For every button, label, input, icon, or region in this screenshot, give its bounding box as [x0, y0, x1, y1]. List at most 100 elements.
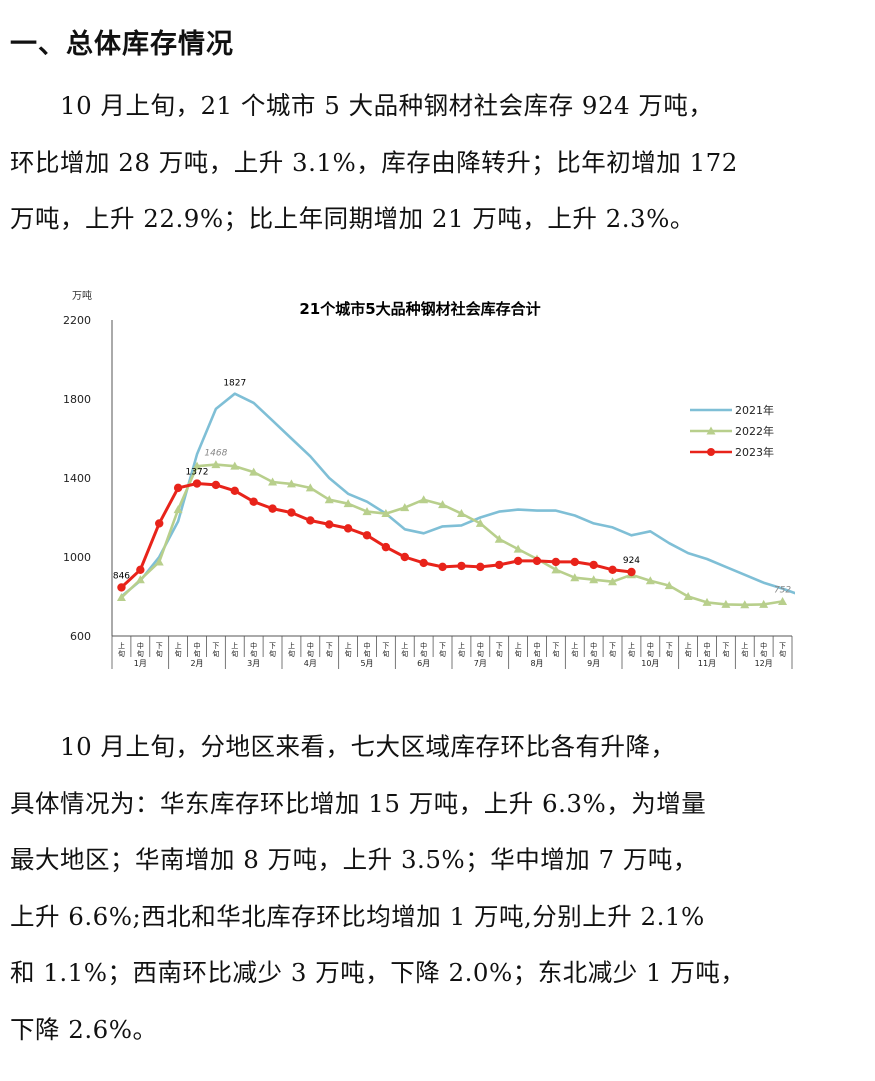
data-point: [683, 592, 693, 600]
data-point: [249, 497, 258, 506]
legend-marker: [707, 448, 715, 456]
data-point: [154, 557, 164, 566]
data-point: [457, 561, 466, 571]
x-month-label: 6月: [417, 659, 430, 668]
data-point: [589, 575, 599, 584]
data-point: [230, 486, 239, 496]
data-point: [589, 560, 598, 570]
x-tick-label: 下旬: [382, 642, 389, 658]
x-month-label: 4月: [304, 659, 317, 668]
data-point: [362, 531, 372, 540]
data-point: [362, 507, 372, 516]
legend-label: 2021年: [735, 403, 774, 417]
data-point: [627, 567, 636, 577]
x-month-label: 8月: [530, 659, 543, 668]
section-title: 一、总体库存情况: [10, 29, 234, 60]
data-point: [173, 505, 183, 514]
x-tick-label: 下旬: [326, 642, 333, 658]
para-line: 下降 2.6%。: [10, 1014, 158, 1044]
x-tick-label: 上旬: [288, 641, 295, 658]
data-point: [173, 483, 183, 493]
data-label: 846: [113, 571, 130, 581]
x-tick-label: 上旬: [628, 641, 635, 658]
legend-marker: [706, 426, 716, 435]
data-point: [551, 565, 561, 574]
data-point: [645, 576, 655, 585]
y-axis-unit: 万吨: [72, 289, 92, 302]
x-tick-label: 下旬: [666, 642, 673, 658]
x-tick-label: 中旬: [137, 641, 144, 658]
inventory-line-chart: 21个城市5大品种钢材社会库存合计 万吨 600 1000 1400 1800 2200 上旬…: [63, 289, 795, 669]
x-month-label: 10月: [641, 659, 659, 668]
data-point: [664, 581, 674, 590]
data-label: 752: [774, 585, 791, 595]
data-point: [513, 544, 523, 553]
x-tick-label: 中旬: [194, 641, 201, 658]
data-point: [570, 573, 580, 582]
data-point: [306, 516, 315, 525]
x-month-label: 12月: [755, 659, 773, 668]
data-point: [495, 560, 504, 570]
para-line: 万吨，上升 22.9%；比上年同期增加 21 万吨，上升 2.3%。: [10, 204, 695, 233]
para-line: 最大地区；华南增加 8 万吨，上升 3.5%；华中增加 7 万吨，: [10, 845, 698, 874]
y-tick-label: 1000: [63, 551, 91, 564]
x-tick-label: 下旬: [779, 642, 786, 658]
x-month-label: 1月: [134, 659, 147, 668]
para-line: 和 1.1%；西南环比减少 3 万吨，下降 2.0%；东北减少 1 万吨，: [10, 958, 746, 987]
x-tick-label: 下旬: [722, 642, 729, 658]
x-tick-label: 上旬: [741, 641, 748, 658]
data-point: [740, 600, 750, 609]
series-line-2023年: [120, 482, 632, 589]
x-tick-label: 中旬: [307, 641, 314, 658]
para-line: 环比增加 28 万吨，上升 3.1%，库存由降转升；比年初增加 172: [10, 147, 738, 177]
x-month-label: 5月: [360, 659, 373, 668]
y-tick-label: 1400: [63, 472, 91, 485]
para-line: 10 月上旬，21 个城市 5 大品种钢材社会库存 924 万吨，: [60, 91, 714, 120]
data-point: [305, 483, 315, 492]
data-point: [494, 534, 504, 543]
data-point: [475, 518, 485, 527]
x-tick-label: 下旬: [609, 642, 616, 658]
x-tick-label: 下旬: [156, 642, 163, 658]
x-month-label: 2月: [190, 659, 203, 668]
data-point: [476, 562, 485, 572]
data-label: 924: [623, 556, 640, 566]
paragraph-total-inventory: 10 月上旬，21 个城市 5 大品种钢材社会库存 924 万吨， 环比增加 2…: [10, 78, 868, 248]
data-point: [192, 479, 202, 488]
data-point: [135, 575, 145, 584]
data-point: [381, 542, 391, 552]
para-line: 具体情况为：华东库存环比增加 15 万吨，上升 6.3%，为增量: [10, 788, 707, 818]
x-tick-label: 下旬: [212, 642, 219, 658]
x-tick-label: 上旬: [231, 641, 238, 658]
y-tick-label: 2200: [63, 314, 91, 327]
data-point: [702, 597, 712, 606]
x-tick-label: 上旬: [401, 641, 408, 658]
data-point: [570, 557, 579, 567]
x-tick-label: 上旬: [571, 641, 578, 658]
x-tick-label: 中旬: [477, 641, 484, 658]
data-point: [211, 460, 221, 469]
data-point: [608, 565, 617, 575]
x-tick-label: 下旬: [496, 642, 503, 658]
y-tick-label: 600: [70, 630, 91, 643]
data-point: [325, 520, 334, 529]
data-label: 1827: [223, 379, 246, 389]
x-month-label: 3月: [247, 659, 260, 668]
x-tick-label: 上旬: [515, 641, 522, 658]
x-tick-label: 下旬: [439, 642, 446, 658]
data-point: [551, 557, 561, 567]
para-line: 上升 6.6%;西北和华北库存环比均增加 1 万吨,分别上升 2.1%: [10, 901, 705, 931]
data-point: [136, 565, 145, 575]
data-point: [287, 508, 296, 517]
data-point: [438, 562, 447, 572]
data-point: [192, 461, 202, 470]
x-tick-label: 下旬: [552, 642, 559, 658]
x-tick-label: 上旬: [685, 641, 692, 658]
series-line-2021年: [120, 392, 795, 598]
data-label: 1372: [186, 468, 209, 478]
data-point: [608, 577, 618, 586]
legend-label: 2022年: [735, 424, 774, 438]
x-tick-label: 中旬: [760, 641, 767, 658]
data-point: [419, 495, 429, 504]
x-month-label: 7月: [474, 659, 487, 668]
